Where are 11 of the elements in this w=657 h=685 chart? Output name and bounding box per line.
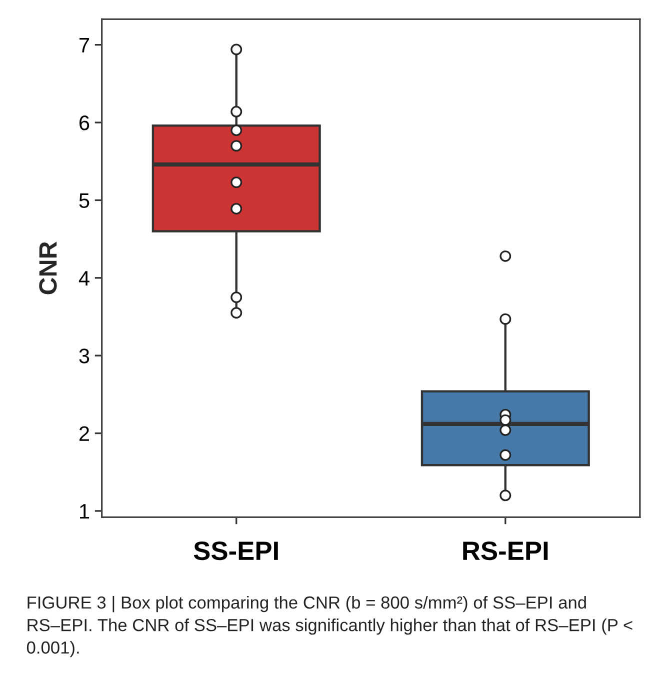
x-tick-label: RS-EPI: [463, 541, 548, 560]
y-tick-label: 5: [79, 193, 90, 208]
caption: FIGURE 3 | Box plot comparing the CNR (b = 800 s/mm²) of SS–EPI and RS–EPI. The CNR of SS–EPI was significantly higher than that of RS–EPI (P < 0.001).: [26, 596, 632, 658]
y-tick-label: 1: [80, 504, 90, 519]
y-axis-title: CNR: [39, 242, 57, 294]
y-tick-label: 4: [78, 271, 90, 286]
y-tick-label: 6: [80, 116, 90, 130]
y-tick-label: 2: [79, 426, 89, 441]
y-tick-label: 3: [79, 348, 90, 364]
x-tick-label: SS-EPI: [194, 541, 278, 560]
y-tick-label: 7: [80, 38, 89, 52]
